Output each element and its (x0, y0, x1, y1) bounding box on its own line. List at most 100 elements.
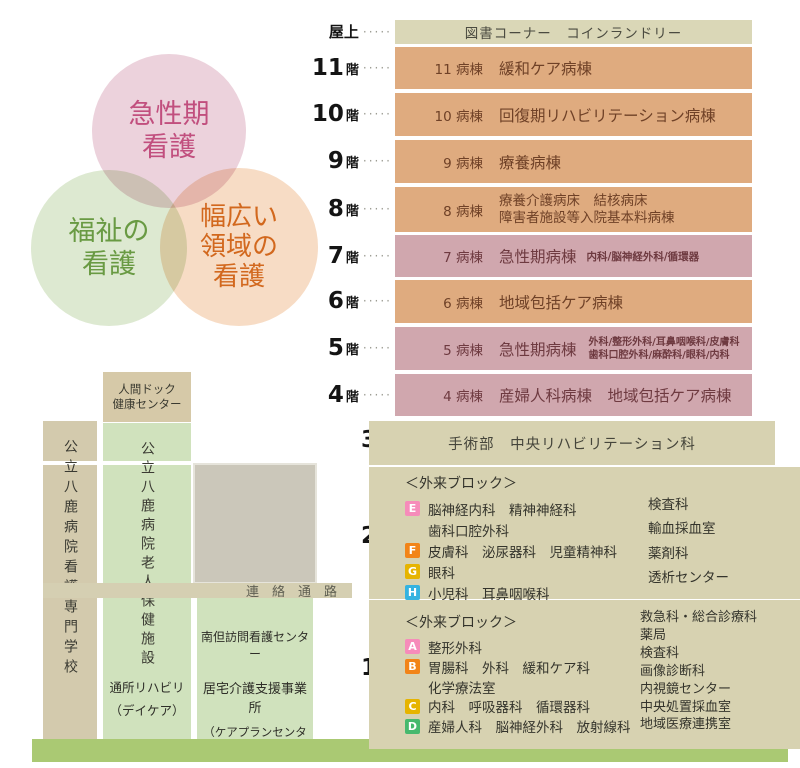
floor1-right-column: 救急科・総合診療科 薬局 検査科 画像診断科 内視鏡センター 中央処置採血室 地… (640, 609, 757, 734)
floor-label-rooftop: 屋上 ····· (312, 17, 392, 47)
dock-label-line1: 人間ドック (118, 382, 176, 396)
dept-row-f: F 皮膚科 泌尿器科 児童精神科 (405, 540, 800, 561)
ward-name: 療養介護病床 結核病床 障害者施設等入院基本料病棟 (499, 193, 675, 227)
block-badge-a: A (405, 639, 420, 655)
visiting-nurse-center-building: 南但訪問看護センター 居宅介護支援事業所 （ケアプランセンター） (197, 598, 313, 755)
facility-item: 検査科 (648, 497, 689, 513)
elderly-facility-label: 公立八鹿病院老人保健施設 (139, 441, 155, 669)
ward-departments-line1: 外科/整形外科/耳鼻咽喉科/皮膚科 (588, 336, 740, 348)
dept-text: 内科 呼吸器科 循環器科 (428, 700, 590, 717)
venn-circle-broad-field: 幅広い 領域の 看護 (160, 168, 318, 326)
ward-label: 10 病棟 (434, 108, 483, 125)
dept-row-e: E 脳神経内科 精神神経科 (405, 498, 800, 519)
floor-label-8: 8 階 ····· (312, 194, 392, 224)
department-rows: A 整形外科 B 胃腸科 外科 緩和ケア科 化学療法室 C 内科 呼吸器科 循環… (405, 637, 800, 736)
nanbut-line1: 南但訪問看護センター (200, 630, 309, 661)
day-rehab-line1: 通所リハビリ (109, 680, 185, 695)
health-check-center-box: 人間ドック 健康センター (103, 372, 191, 422)
dept-row-d: D 産婦人科 脳神経外科 放射線科 (405, 716, 800, 736)
ward-name: 産婦人科病棟 地域包括ケア病棟 (499, 387, 732, 405)
floor-bar-6: 6 病棟 地域包括ケア病棟 (395, 280, 752, 323)
leader-dots: ····· (362, 249, 392, 263)
dept-text: 化学療法室 (428, 680, 496, 697)
venn-broad-line1: 幅広い (199, 202, 278, 232)
floor-suffix: 階 (345, 389, 359, 405)
building-separator (103, 461, 191, 465)
leader-dots: ····· (362, 61, 392, 75)
floor-bar-7: 7 病棟 急性期病棟 内科/脳神経外科/循環器 (395, 235, 752, 277)
venn-welfare-line1: 福祉の (68, 216, 150, 247)
day-rehab-label: 通所リハビリ （デイケア） (103, 676, 191, 722)
venn-broad-line2: 領域の (199, 232, 278, 262)
elderly-care-facility-building: 公立八鹿病院老人保健施設 (103, 423, 191, 739)
ward-name-line1: 療養介護病床 結核病床 (499, 192, 648, 209)
floor-bar-rooftop: 図書コーナー コインランドリー (395, 20, 752, 44)
nursing-school-label: 公立八鹿病院看護専門学校 (62, 439, 78, 679)
floor3-content: 手術部 中央リハビリテーション科 (448, 436, 696, 453)
block-badge-d: D (405, 718, 420, 734)
dept-text: 胃腸科 外科 緩和ケア科 (428, 660, 590, 677)
annex-block (193, 463, 317, 584)
facility-item: 薬剤科 (648, 545, 689, 562)
ward-departments: 外科/整形外科/耳鼻咽喉科/皮膚科 歯科口腔外科/麻酔科/眼科/内科 (589, 336, 740, 362)
floor-block-3: 手術部 中央リハビリテーション科 (369, 421, 775, 465)
dept-text: 小児科 耳鼻咽喉科 (428, 586, 550, 603)
facility-item: 救急科・総合診療科 (640, 610, 758, 625)
block-badge-h: H (405, 585, 420, 600)
dept-row-b2: 化学療法室 (405, 677, 800, 697)
floor-number: 5 (327, 334, 344, 361)
ward-name: 急性期病棟 (499, 248, 577, 266)
ward-label: 4 病棟 (443, 389, 483, 405)
dept-text: 産婦人科 脳神経外科 放射線科 (428, 720, 631, 737)
building-separator (43, 461, 97, 465)
badge-spacer (405, 679, 420, 694)
floor-label-7: 7 階 ····· (312, 241, 392, 271)
ward-departments-line2: 歯科口腔外科/麻酔科/眼科/内科 (588, 349, 730, 361)
floor-suffix: 階 (345, 108, 359, 124)
department-rows: E 脳神経内科 精神神経科 歯科口腔外科 F 皮膚科 泌尿器科 児童精神科 G … (405, 498, 800, 603)
nanbut-line2: 居宅介護支援事業所 (202, 682, 307, 716)
floor-label-10: 10 階 ····· (312, 99, 392, 129)
floor-suffix: 階 (345, 250, 359, 266)
floor-label-9: 9 階 ····· (312, 146, 392, 176)
floor-suffix: 階 (345, 155, 359, 171)
leader-dots: ····· (362, 154, 392, 168)
floor-block-2: ＜外来ブロック＞ E 脳神経内科 精神神経科 歯科口腔外科 F 皮膚科 泌尿器科… (369, 467, 800, 603)
dept-row-b: B 胃腸科 外科 緩和ケア科 (405, 657, 800, 677)
facility-item: 内視鏡センター (640, 681, 732, 697)
dept-text: 歯科口腔外科 (428, 523, 509, 540)
block-badge-e: E (405, 501, 420, 516)
dept-row-c: C 内科 呼吸器科 循環器科 (405, 696, 800, 716)
floor-bar-4: 4 病棟 産婦人科病棟 地域包括ケア病棟 (395, 374, 752, 416)
venn-acute-line2: 看護 (142, 132, 196, 163)
ward-name: 地域包括ケア病棟 (499, 293, 624, 312)
venn-welfare-line2: 看護 (82, 249, 136, 280)
ward-label: 6 病棟 (443, 295, 483, 312)
badge-spacer (405, 522, 420, 537)
floor-suffix: 階 (345, 62, 359, 78)
ward-name: 急性期病棟 (499, 340, 577, 359)
ward-name: 療養病棟 (499, 153, 562, 172)
block-badge-f: F (405, 543, 420, 558)
rooftop-content: 図書コーナー コインランドリー (464, 26, 683, 42)
day-rehab-line2: （デイケア） (109, 703, 185, 718)
facility-item: 中央処置採血室 (640, 699, 732, 715)
floor-number: 6 (327, 287, 344, 314)
floor-number: 4 (327, 381, 344, 408)
facility-item: 透析センター (648, 570, 729, 587)
facility-item: 検査科 (640, 645, 680, 661)
dept-row-g: G 眼科 (405, 561, 800, 582)
facility-item: 地域医療連携室 (640, 717, 732, 733)
leader-dots: ····· (362, 25, 392, 39)
floor-label-4: 4 階 ····· (312, 380, 392, 410)
dept-text: 皮膚科 泌尿器科 児童精神科 (428, 544, 617, 561)
floor-suffix: 階 (345, 203, 359, 219)
ward-label: 11 病棟 (434, 62, 483, 78)
floor-bar-8: 8 病棟 療養介護病床 結核病床 障害者施設等入院基本料病棟 (395, 187, 752, 232)
dept-row-h: H 小児科 耳鼻咽喉科 (405, 582, 800, 603)
dept-text: 眼科 (428, 565, 455, 582)
ward-label: 5 病棟 (443, 342, 483, 359)
ward-name: 緩和ケア病棟 (499, 60, 593, 78)
leader-dots: ····· (362, 294, 392, 308)
floor2-right-column: 検査科 輸血採血室 薬剤科 透析センター (648, 493, 729, 591)
